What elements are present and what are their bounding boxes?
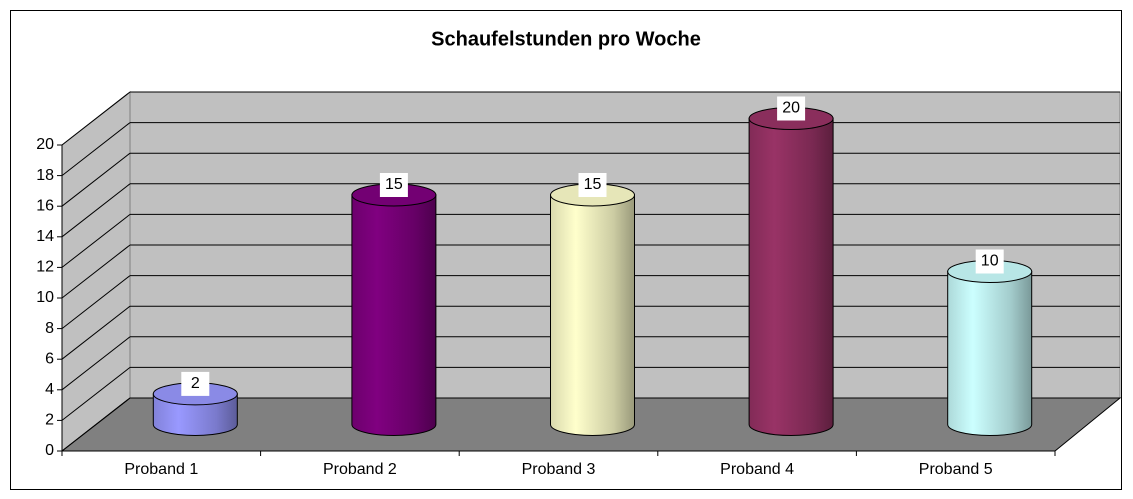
cylinder-body — [748, 118, 834, 436]
y-tick-label: 8 — [45, 320, 54, 337]
value-label: 20 — [782, 100, 800, 117]
y-tick-label: 4 — [45, 381, 54, 398]
value-label-box — [777, 96, 806, 121]
y-tick-label: 14 — [36, 228, 54, 245]
grid-line — [61, 305, 131, 360]
y-tick-label: 16 — [36, 197, 54, 214]
y-tick-label: 2 — [45, 412, 54, 429]
y-tick-label: 0 — [45, 442, 54, 459]
grid-line — [61, 122, 131, 176]
cylinder-body — [550, 194, 635, 436]
grid-line — [61, 183, 131, 238]
grid-line — [61, 367, 131, 421]
chart-title: Schaufelstunden pro Woche — [431, 28, 701, 50]
cylinder-body — [152, 393, 238, 436]
value-label: 10 — [981, 253, 999, 270]
y-tick-label: 10 — [36, 289, 54, 306]
value-label: 2 — [191, 375, 200, 392]
value-label-box — [379, 173, 408, 197]
cylinder-body — [947, 271, 1033, 436]
cylinder — [351, 183, 437, 436]
value-label: 15 — [385, 176, 403, 193]
x-tick-label: Proband 4 — [720, 461, 794, 478]
cylinder — [550, 183, 635, 436]
cylinder — [748, 107, 834, 436]
cylinder-body — [351, 194, 437, 436]
cylinder — [947, 260, 1033, 436]
grid-line — [61, 244, 131, 299]
y-tick-label: 20 — [36, 136, 54, 153]
x-tick-label: Proband 3 — [522, 461, 596, 478]
grid-line — [61, 152, 131, 207]
grid-line — [61, 336, 131, 391]
grid-line — [61, 214, 131, 268]
grid-line — [61, 275, 131, 329]
y-tick-label: 18 — [36, 167, 54, 184]
y-tick-label: 6 — [45, 350, 54, 367]
y-tick-label: 12 — [36, 259, 54, 276]
grid-line — [61, 91, 131, 146]
value-label-box — [181, 371, 210, 396]
x-tick-label: Proband 2 — [323, 461, 397, 478]
x-tick-label: Proband 5 — [919, 461, 993, 478]
grid-line — [61, 397, 131, 452]
value-label: 15 — [584, 176, 602, 193]
value-label-box — [975, 249, 1004, 274]
value-label-box — [578, 173, 607, 197]
x-tick-label: Proband 1 — [124, 461, 198, 478]
